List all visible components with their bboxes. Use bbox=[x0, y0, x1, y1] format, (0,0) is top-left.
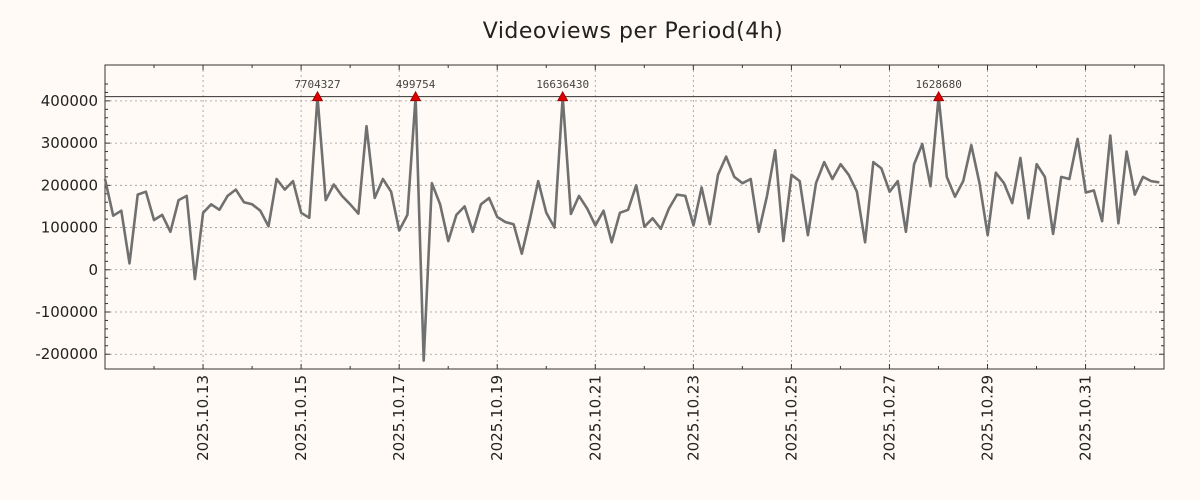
peak-marker bbox=[557, 90, 569, 102]
x-tick-label: 2025.10.25 bbox=[782, 375, 800, 461]
x-tick-label: 2025.10.23 bbox=[684, 375, 702, 461]
x-tick-label: 2025.10.21 bbox=[586, 375, 604, 461]
x-tick-label: 2025.10.13 bbox=[194, 375, 212, 461]
plot-frame bbox=[104, 64, 1165, 370]
peak-label: 7704327 bbox=[294, 78, 340, 91]
peak-marker bbox=[932, 90, 945, 102]
series-layer bbox=[103, 95, 1160, 362]
x-tick-label: 2025.10.19 bbox=[488, 375, 506, 461]
chart-title: Videoviews per Period(4h) bbox=[483, 19, 784, 44]
peak-label: 1628680 bbox=[915, 78, 961, 91]
axes-layer: 2025.10.13 2025.10.15 2025.10.17 2025.10.19… bbox=[35, 64, 1165, 461]
grid-layer bbox=[105, 65, 1164, 369]
peak-marker bbox=[311, 90, 324, 102]
x-tick-label: 2025.10.31 bbox=[1077, 375, 1095, 461]
y-tick-label: -200000 bbox=[35, 345, 98, 363]
y-tick-label: 100000 bbox=[41, 219, 98, 237]
peak-marker bbox=[409, 90, 422, 102]
x-tick-label: 2025.10.15 bbox=[292, 375, 310, 461]
x-tick-label: 2025.10.27 bbox=[880, 375, 898, 461]
peak-label: 16636430 bbox=[536, 78, 589, 91]
y-tick-label: 200000 bbox=[41, 176, 98, 194]
y-tick-label: 300000 bbox=[41, 134, 98, 152]
y-tick-label: 400000 bbox=[41, 92, 98, 110]
series-line-videoviews bbox=[103, 95, 1160, 362]
peak-layer: 7704327 499754 16636430 1628680 bbox=[294, 78, 962, 102]
x-tick-label: 2025.10.29 bbox=[979, 375, 997, 461]
y-tick-label: 0 bbox=[88, 261, 98, 279]
x-tick-label: 2025.10.17 bbox=[390, 375, 408, 461]
peak-label: 499754 bbox=[396, 78, 436, 91]
y-tick-label: -100000 bbox=[35, 303, 98, 321]
